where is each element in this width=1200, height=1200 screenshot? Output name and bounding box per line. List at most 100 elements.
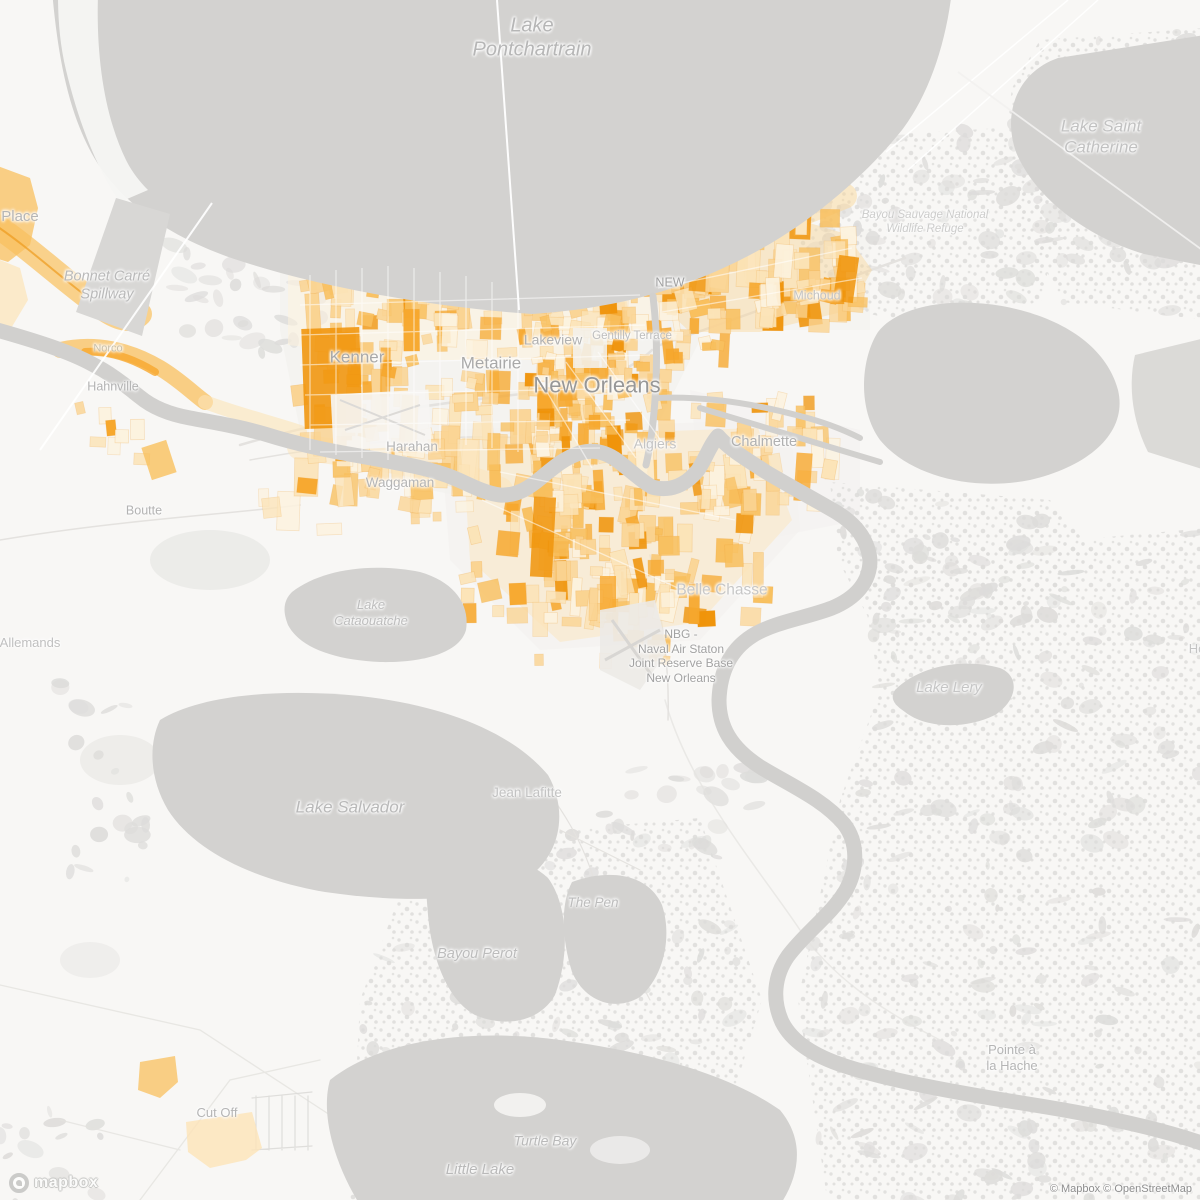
marsh-blob bbox=[1098, 916, 1107, 935]
marsh-blob bbox=[1009, 1005, 1017, 1017]
marsh-blob bbox=[632, 833, 651, 848]
marsh-blob bbox=[683, 976, 693, 986]
marsh-blob bbox=[1129, 589, 1137, 604]
tract bbox=[130, 418, 145, 441]
marsh-blob bbox=[612, 818, 625, 834]
marsh-blob bbox=[967, 644, 980, 654]
marsh-blob bbox=[721, 777, 740, 791]
marsh-blob bbox=[858, 1004, 871, 1017]
tract bbox=[561, 616, 582, 627]
marsh-blob bbox=[968, 818, 979, 835]
marsh-blob bbox=[903, 1194, 930, 1200]
marsh-blob bbox=[1088, 817, 1107, 829]
marsh-blob bbox=[1146, 586, 1165, 595]
marsh-blob bbox=[1098, 626, 1107, 636]
tract bbox=[735, 512, 755, 534]
marsh-blob bbox=[1153, 1076, 1165, 1089]
marsh-blob bbox=[237, 320, 249, 328]
tract bbox=[588, 587, 599, 621]
tract bbox=[410, 512, 420, 525]
tract bbox=[696, 610, 717, 628]
marsh-blob bbox=[980, 250, 999, 259]
marsh-blob bbox=[1090, 601, 1107, 619]
tract bbox=[486, 432, 501, 471]
tract bbox=[582, 491, 604, 504]
marsh-blob bbox=[719, 924, 739, 935]
marsh-blob bbox=[1085, 931, 1111, 940]
marsh-blob bbox=[894, 770, 912, 786]
marsh-blob bbox=[68, 699, 95, 717]
marsh-blob bbox=[942, 562, 960, 577]
marsh-blob bbox=[17, 1140, 44, 1159]
tract bbox=[465, 376, 478, 390]
tract bbox=[600, 576, 616, 612]
marsh-blob bbox=[925, 556, 937, 562]
marsh-blob bbox=[985, 861, 990, 870]
marsh-blob bbox=[890, 651, 898, 663]
marsh-blob bbox=[1027, 1152, 1046, 1169]
marsh-blob bbox=[1151, 666, 1169, 679]
marsh-blob bbox=[829, 1126, 839, 1140]
tract bbox=[455, 500, 474, 513]
marsh-blob bbox=[1, 1123, 13, 1129]
marsh-blob bbox=[963, 924, 984, 940]
tract bbox=[458, 571, 477, 586]
marsh-blob bbox=[1172, 28, 1182, 37]
marsh-blob bbox=[898, 618, 925, 624]
tract bbox=[316, 522, 343, 536]
marsh-blob bbox=[995, 904, 1000, 912]
marsh-blob bbox=[850, 1128, 874, 1139]
marsh-blob bbox=[910, 222, 918, 229]
marsh-blob bbox=[902, 1143, 928, 1161]
tract bbox=[764, 436, 774, 454]
marsh-blob bbox=[1037, 1175, 1052, 1183]
mapbox-logo[interactable]: mapbox bbox=[9, 1173, 98, 1193]
laplace-spit bbox=[58, 0, 148, 202]
marsh-blob bbox=[1010, 1181, 1034, 1197]
marsh-blob bbox=[707, 819, 728, 834]
marsh-blob bbox=[878, 174, 886, 188]
marsh-area bbox=[798, 128, 1062, 332]
marsh-blob bbox=[48, 1167, 70, 1181]
marsh-blob bbox=[1083, 1192, 1095, 1200]
tract-area bbox=[52, 338, 213, 410]
marsh-blob bbox=[225, 267, 234, 280]
marsh-blob bbox=[978, 231, 1001, 250]
marsh-blob bbox=[126, 791, 134, 803]
tract bbox=[770, 390, 788, 422]
marsh-blob bbox=[913, 1096, 938, 1111]
marsh-blob bbox=[902, 1015, 922, 1027]
marsh-blob bbox=[1023, 601, 1029, 606]
mrgo-canal bbox=[697, 405, 883, 465]
marsh-blob bbox=[905, 265, 916, 281]
marsh-blob bbox=[1103, 830, 1129, 850]
tract bbox=[598, 516, 615, 533]
marsh-blob bbox=[1163, 917, 1192, 923]
marsh-blob bbox=[874, 1028, 898, 1040]
marsh-blob bbox=[957, 1060, 966, 1071]
tract bbox=[793, 251, 810, 270]
marsh-blob bbox=[19, 1127, 30, 1140]
marsh-blob bbox=[1015, 269, 1036, 288]
tract bbox=[582, 403, 594, 419]
marsh-blob bbox=[937, 211, 950, 223]
marsh-blob bbox=[947, 614, 960, 624]
marsh-blob bbox=[912, 169, 930, 185]
marsh-blob bbox=[1057, 569, 1085, 576]
tract bbox=[496, 347, 518, 358]
tract-area bbox=[0, 260, 28, 330]
tract bbox=[709, 338, 726, 352]
marsh-blob bbox=[698, 919, 722, 935]
marsh-blob bbox=[366, 1041, 380, 1057]
tract bbox=[808, 318, 830, 333]
marsh-blob bbox=[950, 1030, 958, 1037]
lake-salvador-water bbox=[152, 692, 560, 899]
map-attribution[interactable]: © Mapbox © OpenStreetMap bbox=[1049, 1183, 1192, 1195]
marsh-blob bbox=[93, 750, 104, 760]
marsh-blob bbox=[836, 203, 853, 218]
tract bbox=[440, 377, 453, 397]
tract bbox=[632, 557, 648, 589]
marsh-blob bbox=[229, 278, 242, 292]
marsh-blob bbox=[888, 851, 912, 863]
